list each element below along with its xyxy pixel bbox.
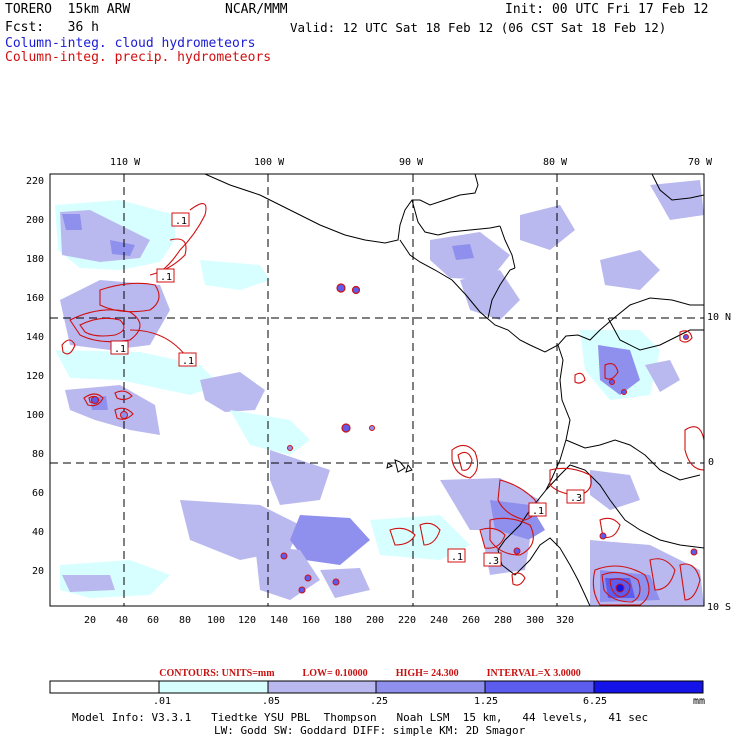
y-tick: 220 bbox=[26, 176, 45, 187]
forecast-hour: Fcst: 36 h bbox=[5, 20, 99, 35]
x-tick: 180 bbox=[334, 615, 353, 626]
contours-info: CONTOURS: UNITS=mm LOW= 0.10000 HIGH= 24.3… bbox=[0, 668, 740, 679]
x-tick: 300 bbox=[526, 615, 545, 626]
y-tick: 120 bbox=[26, 371, 45, 382]
lon-label-70w: 70 W bbox=[688, 157, 713, 168]
contour-label-boxes: .1 .1 .1 .1 .1 .3 .3 .1 bbox=[110, 212, 585, 567]
precip-field-title: Column-integ. precip. hydrometeors bbox=[5, 50, 272, 65]
lat-label-10n: 10 N bbox=[707, 312, 732, 323]
x-tick: 260 bbox=[462, 615, 481, 626]
contour-label-text: .1 bbox=[451, 552, 463, 563]
contours-interval: INTERVAL=X 3.0000 bbox=[486, 668, 581, 679]
model-info-line: Model Info: V3.3.1 Tiedtke YSU PBL Thomp… bbox=[72, 711, 649, 724]
valid-time: Valid: 12 UTC Sat 18 Feb 12 (06 CST Sat … bbox=[290, 20, 667, 35]
y-tick: 160 bbox=[26, 293, 45, 304]
precip-contours bbox=[61, 203, 704, 606]
contours-units: CONTOURS: UNITS=mm bbox=[159, 668, 275, 679]
contour-label-text: .1 bbox=[532, 506, 544, 517]
colorbar-tick: 1.25 bbox=[474, 696, 499, 707]
y-tick: 140 bbox=[26, 332, 45, 343]
lon-label-80w: 80 W bbox=[543, 157, 568, 168]
x-tick: 40 bbox=[116, 615, 129, 626]
contour-label-text: .1 bbox=[160, 272, 172, 283]
contour-label: .1 bbox=[447, 548, 466, 563]
colorbar-tick: .01 bbox=[153, 696, 172, 707]
x-tick: 80 bbox=[179, 615, 192, 626]
contour-label-text: .3 bbox=[487, 556, 499, 567]
x-tick: 220 bbox=[398, 615, 417, 626]
contour-label: .1 bbox=[110, 340, 129, 355]
lon-label-100w: 100 W bbox=[254, 157, 285, 168]
x-tick: 200 bbox=[366, 615, 385, 626]
contour-label-text: .1 bbox=[114, 344, 126, 355]
x-tick: 240 bbox=[430, 615, 449, 626]
y-tick: 20 bbox=[32, 566, 45, 577]
org-label: NCAR/MMM bbox=[225, 2, 288, 17]
lon-label-110w: 110 W bbox=[110, 157, 141, 168]
lat-label-10s: 10 S bbox=[707, 602, 732, 613]
contour-label: .3 bbox=[483, 552, 502, 567]
colorbar-tick: .25 bbox=[370, 696, 389, 707]
x-tick: 120 bbox=[238, 615, 257, 626]
colorbar-tick: .05 bbox=[262, 696, 281, 707]
y-tick: 60 bbox=[32, 488, 45, 499]
model-title: TORERO 15km ARW bbox=[5, 2, 131, 17]
contour-label-text: .1 bbox=[182, 356, 194, 367]
intense-cells bbox=[91, 283, 698, 594]
x-tick: 320 bbox=[556, 615, 575, 626]
contour-label-text: .1 bbox=[175, 216, 187, 227]
x-tick: 20 bbox=[84, 615, 97, 626]
colorbar-bin bbox=[268, 681, 376, 693]
x-tick: 100 bbox=[207, 615, 226, 626]
y-tick: 200 bbox=[26, 215, 45, 226]
colorbar-unit: mm bbox=[693, 696, 706, 707]
y-tick: 180 bbox=[26, 254, 45, 265]
contour-label: .1 bbox=[156, 268, 175, 283]
contours-high: HIGH= 24.300 bbox=[395, 668, 459, 679]
y-tick: 40 bbox=[32, 527, 45, 538]
y-tick: 80 bbox=[32, 449, 45, 460]
cloud-shading bbox=[55, 180, 704, 606]
contour-label: .1 bbox=[178, 352, 197, 367]
physics-info-line: LW: Godd SW: Goddard DIFF: simple KM: 2D… bbox=[214, 724, 526, 737]
lat-label-0: 0 bbox=[708, 457, 715, 468]
contour-label: .3 bbox=[566, 489, 585, 504]
y-tick: 100 bbox=[26, 410, 45, 421]
x-tick: 60 bbox=[147, 615, 160, 626]
cloud-field-title: Column-integ. cloud hydrometeors bbox=[5, 36, 256, 51]
colorbar-bin bbox=[376, 681, 485, 693]
colorbar-bin bbox=[159, 681, 268, 693]
contours-low: LOW= 0.10000 bbox=[302, 668, 368, 679]
lon-label-90w: 90 W bbox=[399, 157, 424, 168]
contour-label-text: .3 bbox=[570, 493, 582, 504]
init-time: Init: 00 UTC Fri 17 Feb 12 bbox=[505, 2, 709, 17]
contour-label: .1 bbox=[528, 502, 547, 517]
x-tick: 160 bbox=[302, 615, 321, 626]
colorbar-bin bbox=[485, 681, 594, 693]
colorbar-bin bbox=[594, 681, 703, 693]
lat-lon-grid bbox=[50, 174, 704, 606]
colorbar-bin bbox=[50, 681, 159, 693]
contour-label: .1 bbox=[171, 212, 190, 227]
x-tick: 140 bbox=[270, 615, 289, 626]
coastline bbox=[204, 174, 704, 606]
colorbar bbox=[49, 680, 704, 694]
map-frame bbox=[49, 173, 705, 607]
colorbar-tick: 6.25 bbox=[583, 696, 608, 707]
x-tick: 280 bbox=[494, 615, 513, 626]
